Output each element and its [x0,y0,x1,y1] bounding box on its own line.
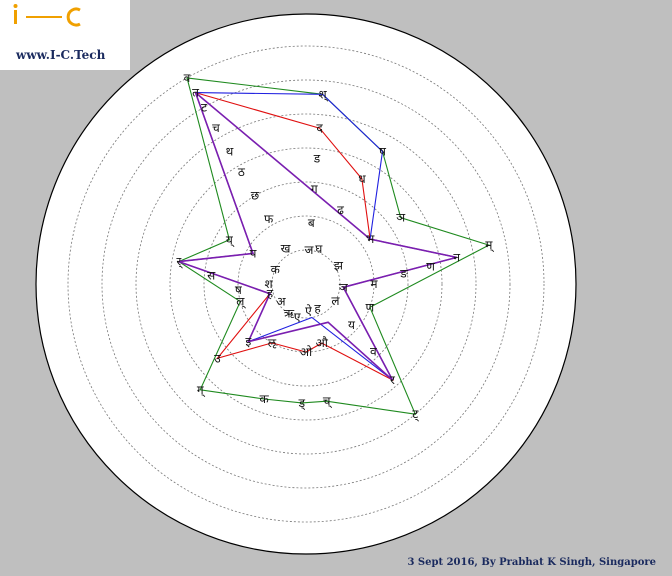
axis-label: स [207,269,216,283]
axis-label: औ [316,336,329,350]
logo-icon [13,4,81,27]
axis-label: ड् [298,396,306,411]
grid-ring [203,181,409,387]
axis-label: फ [264,212,274,226]
labels-group: वतटचथठछफखश्दडगबजषधढघञभझम्नणङमञणलहयवरट्च्… [176,71,494,422]
axis-label: ञ [339,280,349,294]
logo-site-text[interactable]: www.I-C.Tech [16,48,106,62]
axis-label: ऐ [305,304,312,318]
axis-label: ह [267,287,274,301]
axis-label: ष [379,145,387,159]
axis-label: ओ [300,345,313,359]
axis-label: ध [358,172,366,186]
grid-rings [67,45,545,523]
axis-label: य [348,318,356,332]
axis-label: ट [201,100,208,114]
chart-outer-circle [35,13,577,555]
axis-label: ब [308,216,316,230]
logo-c [66,7,81,27]
axis-label: भ [366,232,375,246]
axis-label: छ [251,189,260,203]
axis-label: उ [214,351,221,365]
axis-label: द [316,121,323,135]
axis-label: क [259,392,269,406]
axis-label: थ [226,145,234,159]
axis-label: ड [313,152,321,166]
grid-ring [67,45,545,523]
axis-label: ख [281,242,291,256]
series-line-green [177,77,491,415]
axis-label: व [184,71,191,85]
logo-bar [14,10,17,24]
axis-label: व [370,344,377,358]
axis-label: ष [235,283,243,297]
logo-dot [13,4,18,8]
axis-label: श [265,277,274,291]
grid-ring [135,113,477,455]
grid-ring [101,79,511,489]
axis-label: प [250,246,257,260]
axis-label: झ [334,258,344,272]
axis-label: श् [319,87,329,102]
axis-label: क [271,263,281,277]
grid-ring [237,215,375,353]
axis-label: इ [245,335,252,349]
axis-label: ह [314,302,321,316]
axis-label: ञ [396,211,406,225]
credit-text: 3 Sept 2016, By Prabhat K Singh, Singapo… [407,557,656,568]
axis-label: ज [305,243,315,257]
axis-label: ण [366,300,375,314]
axis-label: र् [176,255,183,270]
axis-label: म [370,277,378,291]
axis-label: ल् [236,295,246,310]
axis-label: त [192,86,200,100]
axis-label: ङ [399,267,408,281]
grid-ring [271,249,341,319]
axis-label: ठ [238,165,246,179]
axis-label: म् [485,238,494,253]
axis-label: न [453,250,460,264]
axis-label: घ [315,242,323,256]
axis-label: च [212,121,220,135]
series-group [177,77,491,415]
axis-label: र [390,373,396,387]
axis-label: ल [331,294,340,308]
series-line-purple [178,91,457,381]
axis-label: ट् [412,407,419,422]
axis-label: ढ [337,203,344,217]
axis-label: ए [294,310,301,324]
axis-label: ण [426,260,435,274]
grid-ring [169,147,443,421]
axis-label: ऌ [268,336,277,350]
axis-label: च् [323,394,333,409]
axis-label: य् [226,233,235,248]
axis-label: ग् [197,383,206,398]
axis-label: ऋ [284,306,295,320]
axis-label: अ [276,295,286,309]
axis-label: ग [311,182,318,196]
logo-box: www.I-C.Tech [0,0,130,70]
